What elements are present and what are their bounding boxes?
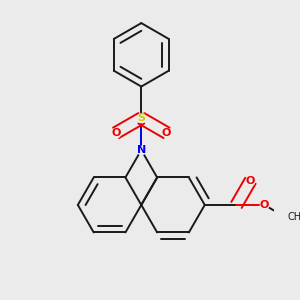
Text: O: O: [111, 128, 121, 138]
Text: O: O: [162, 128, 171, 138]
Text: O: O: [260, 200, 269, 210]
Text: S: S: [137, 113, 145, 123]
Text: N: N: [137, 145, 146, 155]
Text: CH₃: CH₃: [288, 212, 300, 222]
Text: O: O: [246, 176, 255, 186]
